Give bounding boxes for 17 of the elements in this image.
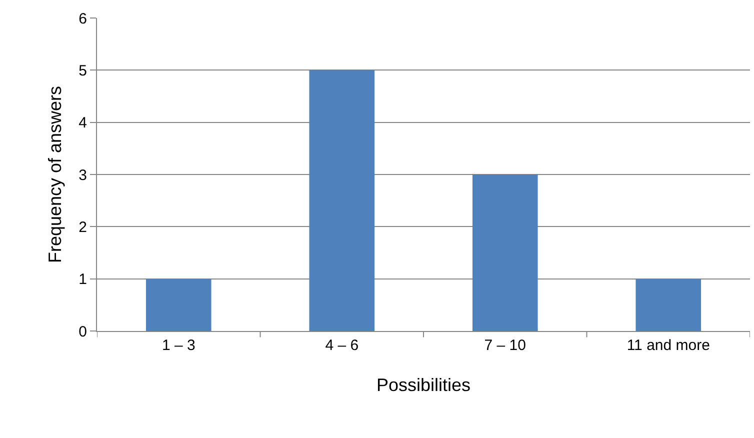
- y-tick-label: 4: [78, 114, 87, 132]
- y-tick-label: 5: [78, 62, 87, 80]
- x-tick-label: 7 – 10: [484, 337, 526, 354]
- y-tick-label: 1: [78, 271, 87, 288]
- y-axis-title: Frequency of answers: [44, 86, 65, 264]
- x-tick-label: 1 – 3: [162, 337, 196, 354]
- x-tick-label: 4 – 6: [325, 337, 359, 354]
- bar: [472, 174, 538, 331]
- y-tick-label: 6: [78, 10, 87, 28]
- y-tick-label: 0: [78, 323, 87, 340]
- y-tick-label: 3: [78, 166, 87, 184]
- x-tick-label: 11 and more: [626, 337, 710, 354]
- x-axis-title: Possibilities: [376, 375, 471, 396]
- bar: [636, 278, 702, 331]
- y-tick-label: 2: [78, 218, 87, 236]
- bar: [146, 278, 212, 331]
- bar: [309, 70, 375, 331]
